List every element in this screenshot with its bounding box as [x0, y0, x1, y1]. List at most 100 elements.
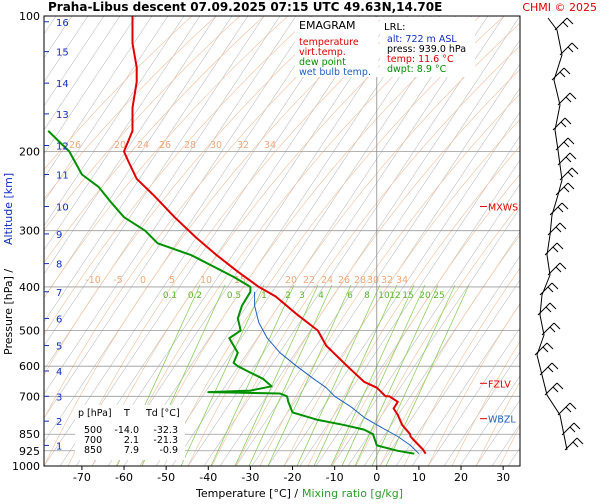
mixing-ratio-label: 8: [364, 291, 370, 301]
mixing-ratio-label: 1: [261, 291, 267, 301]
wind-barb-feather: [555, 226, 562, 233]
series-wet-bulb-temp-: [254, 291, 420, 455]
dry-adiabat: [475, 381, 520, 466]
isotherm-line: [44, 16, 329, 443]
wind-barb-feather: [559, 71, 566, 78]
dry-adiabat: [44, 16, 265, 264]
table-cell: 700: [84, 435, 102, 446]
wind-barb-feather: [563, 186, 570, 193]
table-cell: -32.3: [153, 425, 178, 436]
wind-barb-feather: [556, 382, 564, 390]
wind-barb-feather: [566, 17, 574, 25]
x-tick-label: -40: [199, 471, 217, 484]
mixing-ratio-line: [341, 284, 426, 466]
wind-barb: [554, 17, 568, 31]
dry-adiabat: [44, 16, 241, 231]
x-tick-label: -50: [157, 471, 175, 484]
wind-barb-feather: [571, 167, 579, 175]
wind-barb-feather: [556, 242, 564, 250]
isotherm-label: 24: [321, 275, 333, 286]
isotherm-line: [44, 16, 265, 347]
isotherm-label: 10: [200, 275, 212, 286]
wind-barb-feather: [557, 206, 564, 213]
lrl-temperature: temp: 11.6 °C: [387, 54, 454, 65]
isotherm-line: [75, 16, 377, 466]
table-cell: 500: [84, 425, 102, 436]
lrl-box: [380, 17, 475, 77]
y-tick-label: 700: [19, 390, 40, 403]
wind-barb-feather: [576, 437, 584, 445]
isotherm-line: [443, 351, 520, 466]
wind-barb-feather: [569, 92, 577, 100]
isotherm-line: [44, 16, 169, 203]
altitude-tick-label: 16: [56, 18, 69, 29]
copyright: CHMI © 2025: [522, 1, 597, 14]
isotherm-line: [44, 16, 313, 419]
isotherm-line: [59, 16, 361, 466]
isotherm-label: -10: [85, 275, 101, 286]
dry-adiabat: [427, 302, 520, 466]
wind-barb-feather: [560, 121, 567, 128]
mixing-ratio-line: [354, 284, 439, 466]
wind-barb-feather: [549, 326, 556, 333]
x-axis-label: Temperature [°C] /: [195, 487, 298, 500]
isotherm-line: [44, 16, 153, 179]
mixing-ratio-line: [330, 284, 415, 466]
y-tick-label: 500: [19, 325, 40, 338]
wind-barb-feather: [562, 21, 569, 28]
wind-barb: [534, 342, 548, 356]
mixing-ratio-line: [385, 284, 470, 466]
isotherm-label: 34: [396, 275, 408, 286]
wind-barb: [551, 67, 565, 81]
legend-item-dew-point: dew point: [299, 57, 346, 68]
wind-barb-feather: [561, 202, 569, 210]
summary-table: [75, 405, 185, 460]
wind-barb-feather: [565, 96, 572, 103]
dry-adiabat: [44, 16, 313, 336]
mixing-ratio-label: 2: [285, 291, 291, 301]
dry-adiabat: [44, 16, 193, 171]
mixing-ratio-label: 15: [402, 291, 413, 301]
isotherm-line: [235, 39, 520, 466]
mixing-ratio-line: [371, 284, 456, 466]
altitude-tick-label: 9: [56, 230, 62, 241]
mixing-ratio-label: 3: [299, 291, 305, 301]
wind-barb-feather: [542, 346, 549, 353]
y-tick-label: 850: [19, 428, 40, 441]
isotherm-line: [44, 16, 217, 275]
table-header-td: Td [°C]: [145, 408, 180, 419]
isotherm-line: [44, 16, 233, 299]
y-tick-label: 200: [19, 145, 40, 158]
mixing-ratio-label: 25: [433, 291, 444, 301]
isotherm-line: [299, 135, 520, 466]
isotherm-label: 34: [264, 140, 276, 151]
wind-barb-feather: [551, 362, 559, 370]
mixing-ratio-label: 0.1: [163, 291, 177, 301]
isotherm-label: 30: [367, 275, 379, 286]
mixing-ratio-line: [210, 284, 295, 466]
isotherm-line: [107, 16, 409, 466]
table-header-t: T: [123, 408, 130, 419]
dry-adiabat: [44, 16, 217, 200]
wind-barb-feather: [563, 141, 570, 148]
legend-title: EMAGRAM: [299, 19, 356, 32]
wind-barb-feather: [573, 422, 581, 430]
wind-barb-feather: [546, 342, 554, 350]
wind-barb-feather: [563, 67, 571, 75]
x-tick-label: 10: [412, 471, 426, 484]
x-tick-label: -60: [115, 471, 133, 484]
isotherm-line: [331, 183, 520, 466]
y-tick-label: 400: [19, 281, 40, 294]
mixing-ratio-line: [296, 284, 381, 466]
y-tick-label: 925: [19, 445, 40, 458]
isotherm-line: [411, 303, 520, 466]
mixing-ratio-label: 6: [347, 291, 353, 301]
isotherm-line: [315, 159, 520, 466]
wind-barb-feather: [567, 137, 575, 145]
wind-barb-feather: [547, 286, 554, 293]
chart-title: Praha-Libus descent 07.09.2025 07:15 UTC…: [48, 0, 442, 14]
wind-barb: [549, 202, 563, 216]
wind-barb-feather: [559, 262, 567, 270]
dry-adiabat: [331, 173, 520, 466]
wind-barb-feather: [549, 302, 557, 310]
